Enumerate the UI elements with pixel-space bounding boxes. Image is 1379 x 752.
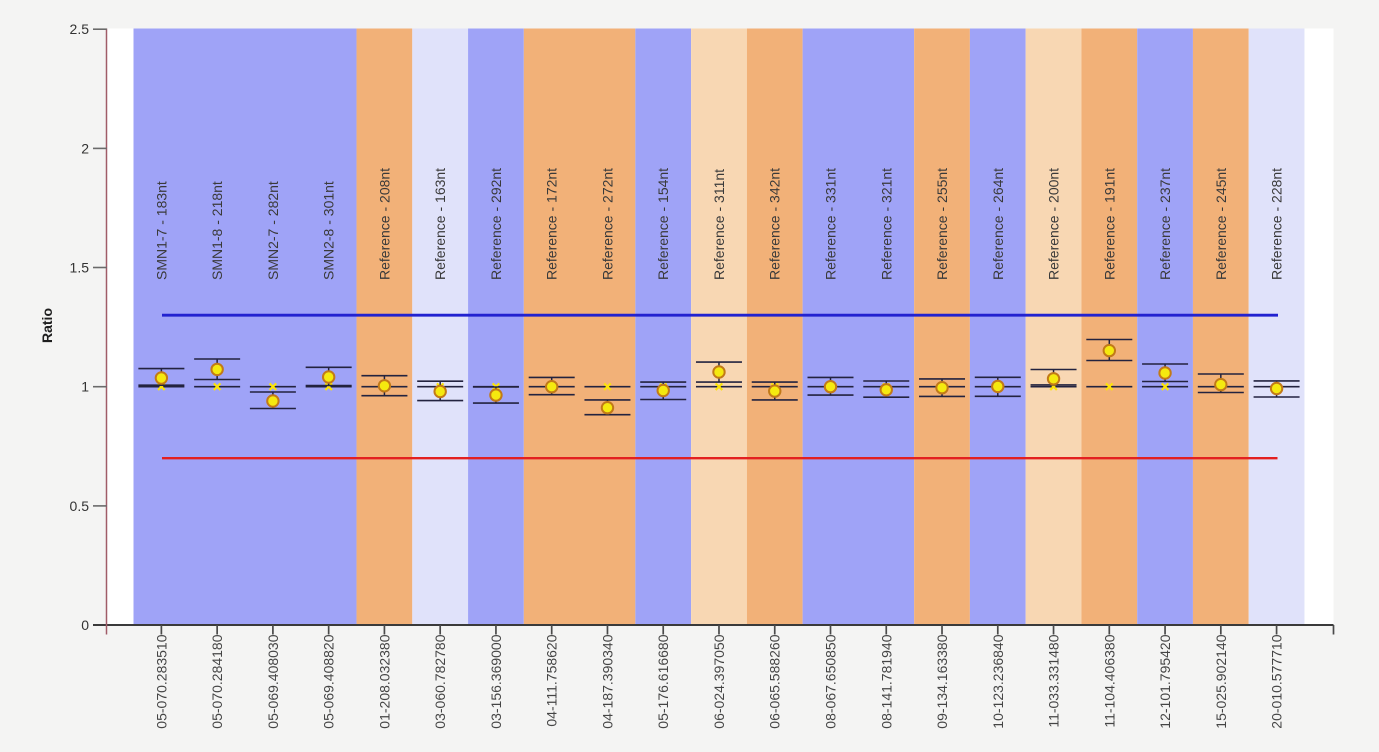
svg-text:Reference - 272nt: Reference - 272nt xyxy=(599,168,615,280)
svg-text:SMN1-8 - 218nt: SMN1-8 - 218nt xyxy=(209,181,225,280)
svg-text:Reference - 311nt: Reference - 311nt xyxy=(711,169,727,280)
svg-text:Reference - 208nt: Reference - 208nt xyxy=(376,168,392,280)
svg-text:SMN2-7 - 282nt: SMN2-7 - 282nt xyxy=(265,181,281,280)
svg-text:Reference - 172nt: Reference - 172nt xyxy=(544,168,560,280)
svg-text:Reference - 292nt: Reference - 292nt xyxy=(488,168,504,280)
svg-text:2: 2 xyxy=(81,140,89,156)
svg-text:Reference - 163nt: Reference - 163nt xyxy=(432,168,448,280)
svg-text:SMN1-7 - 183nt: SMN1-7 - 183nt xyxy=(153,181,169,280)
svg-text:05-069.408820: 05-069.408820 xyxy=(321,634,337,728)
svg-text:Reference - 191nt: Reference - 191nt xyxy=(1101,168,1117,280)
svg-text:05-070.284180: 05-070.284180 xyxy=(209,634,225,728)
svg-text:1.5: 1.5 xyxy=(70,260,90,276)
svg-text:05-069.408030: 05-069.408030 xyxy=(265,634,281,728)
svg-text:08-067.650850: 08-067.650850 xyxy=(823,634,839,728)
svg-text:04-111.758620: 04-111.758620 xyxy=(544,634,560,726)
svg-text:Reference - 237nt: Reference - 237nt xyxy=(1157,168,1173,280)
svg-text:15-025.902140: 15-025.902140 xyxy=(1213,634,1229,728)
svg-text:Reference - 342nt: Reference - 342nt xyxy=(767,168,783,280)
svg-text:Reference - 245nt: Reference - 245nt xyxy=(1213,168,1229,280)
svg-text:11-104.406380: 11-104.406380 xyxy=(1101,634,1117,727)
svg-text:10-123.236840: 10-123.236840 xyxy=(990,634,1006,728)
svg-text:2.5: 2.5 xyxy=(70,21,90,37)
svg-text:Reference - 228nt: Reference - 228nt xyxy=(1269,168,1285,280)
svg-text:Reference - 200nt: Reference - 200nt xyxy=(1046,168,1062,280)
svg-text:Reference - 154nt: Reference - 154nt xyxy=(655,168,671,280)
svg-text:09-134.163380: 09-134.163380 xyxy=(934,634,950,728)
svg-text:0: 0 xyxy=(81,617,89,633)
svg-text:03-060.782780: 03-060.782780 xyxy=(432,634,448,728)
svg-text:11-033.331480: 11-033.331480 xyxy=(1046,634,1062,727)
svg-text:Reference - 255nt: Reference - 255nt xyxy=(934,168,950,280)
svg-text:06-024.397050: 06-024.397050 xyxy=(711,634,727,728)
svg-text:05-176.616680: 05-176.616680 xyxy=(655,634,671,728)
svg-text:06-065.588260: 06-065.588260 xyxy=(767,634,783,728)
svg-text:08-141.781940: 08-141.781940 xyxy=(878,634,894,728)
svg-text:01-208.032380: 01-208.032380 xyxy=(376,634,392,728)
svg-text:Reference - 331nt: Reference - 331nt xyxy=(823,168,839,280)
svg-text:03-156.369000: 03-156.369000 xyxy=(488,634,504,728)
svg-text:12-101.795420: 12-101.795420 xyxy=(1157,634,1173,728)
svg-text:Ratio: Ratio xyxy=(39,308,55,343)
svg-text:Reference - 321nt: Reference - 321nt xyxy=(878,168,894,280)
svg-text:20-010.577710: 20-010.577710 xyxy=(1269,634,1285,728)
svg-text:04-187.390340: 04-187.390340 xyxy=(599,634,615,728)
svg-text:Reference - 264nt: Reference - 264nt xyxy=(990,168,1006,280)
svg-text:SMN2-8 - 301nt: SMN2-8 - 301nt xyxy=(321,181,337,280)
svg-text:0.5: 0.5 xyxy=(70,498,90,514)
svg-text:05-070.283510: 05-070.283510 xyxy=(153,634,169,728)
svg-text:1: 1 xyxy=(81,379,89,395)
